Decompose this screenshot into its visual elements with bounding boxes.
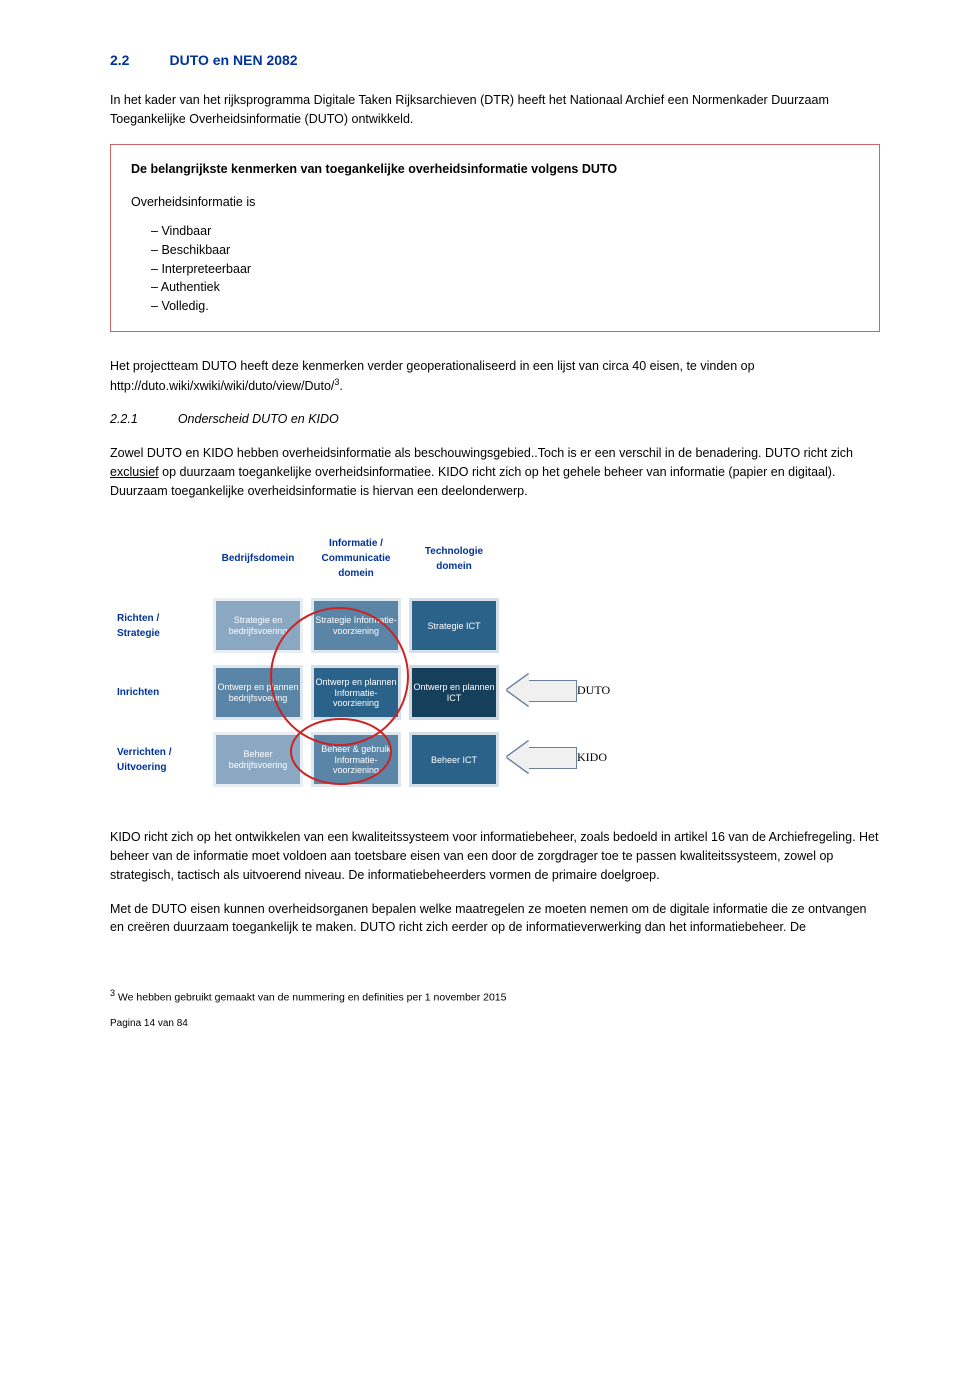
section-heading: 2.2 DUTO en NEN 2082 <box>110 50 880 71</box>
paragraph: KIDO richt zich op het ontwikkelen van e… <box>110 828 880 884</box>
diagram-cell: Strategie ICT <box>409 598 499 653</box>
row-header: Inrichten <box>116 664 206 721</box>
page-number: Pagina 14 van 84 <box>110 1016 880 1031</box>
nine-square-diagram: Bedrijfsdomein Informatie / Communicatie… <box>110 525 880 798</box>
arrow-text: DUTO <box>573 681 614 699</box>
row-header: Richten / Strategie <box>116 597 206 654</box>
section-number: 2.2 <box>110 50 129 71</box>
callout-subtitle: Overheidsinformatie is <box>131 193 859 212</box>
arrow-left-icon <box>507 676 577 704</box>
text: Het projectteam DUTO heeft deze kenmerke… <box>110 359 755 393</box>
col-header: Bedrijfsdomein <box>212 535 304 587</box>
subsection-number: 2.2.1 <box>110 410 138 429</box>
arrow-duto: DUTO <box>507 676 614 704</box>
diagram-cell: Ontwerp en plannen Informatie-voorzienin… <box>311 665 401 720</box>
arrow-text: KIDO <box>573 748 611 766</box>
footnote: 3 We hebben gebruikt gemaakt van de numm… <box>110 987 880 1006</box>
after-box-paragraph: Het projectteam DUTO heeft deze kenmerke… <box>110 357 880 396</box>
paragraph: Zowel DUTO en KIDO hebben overheidsinfor… <box>110 444 880 500</box>
diagram-cell: Ontwerp en plannen bedrijfsvoering <box>213 665 303 720</box>
callout-list: Vindbaar Beschikbaar Interpreteerbaar Au… <box>151 222 859 316</box>
col-header: Informatie / Communicatie domein <box>310 535 402 587</box>
list-item: Beschikbaar <box>151 241 859 260</box>
intro-paragraph: In het kader van het rijksprogramma Digi… <box>110 91 880 129</box>
section-title: DUTO en NEN 2082 <box>169 50 297 71</box>
list-item: Authentiek <box>151 278 859 297</box>
diagram-cell: Beheer & gebruik Informatie-voorziening <box>311 732 401 787</box>
diagram-cell: Ontwerp en plannen ICT <box>409 665 499 720</box>
diagram-cell: Beheer ICT <box>409 732 499 787</box>
row-header: Verrichten / Uitvoering <box>116 731 206 788</box>
list-item: Vindbaar <box>151 222 859 241</box>
paragraph: Met de DUTO eisen kunnen overheidsorgane… <box>110 900 880 938</box>
subsection-title: Onderscheid DUTO en KIDO <box>178 410 339 429</box>
text-underline: exclusief <box>110 465 159 479</box>
diagram-cell: Strategie Informatie-voorziening <box>311 598 401 653</box>
text: Zowel DUTO en KIDO hebben overheidsinfor… <box>110 446 853 460</box>
text: . <box>339 379 342 393</box>
list-item: Interpreteerbaar <box>151 260 859 279</box>
arrow-left-icon <box>507 743 577 771</box>
callout-title: De belangrijkste kenmerken van toegankel… <box>131 160 859 179</box>
arrow-kido: KIDO <box>507 743 611 771</box>
callout-box: De belangrijkste kenmerken van toegankel… <box>110 144 880 332</box>
footnote-text: We hebben gebruikt gemaakt van de nummer… <box>115 992 506 1004</box>
diagram-cell: Strategie en bedrijfsvoering <box>213 598 303 653</box>
subsection-heading: 2.2.1 Onderscheid DUTO en KIDO <box>110 410 880 429</box>
diagram-cell: Beheer bedrijfsvoering <box>213 732 303 787</box>
list-item: Volledig. <box>151 297 859 316</box>
text: op duurzaam toegankelijke overheidsinfor… <box>110 465 835 498</box>
col-header: Technologie domein <box>408 535 500 587</box>
